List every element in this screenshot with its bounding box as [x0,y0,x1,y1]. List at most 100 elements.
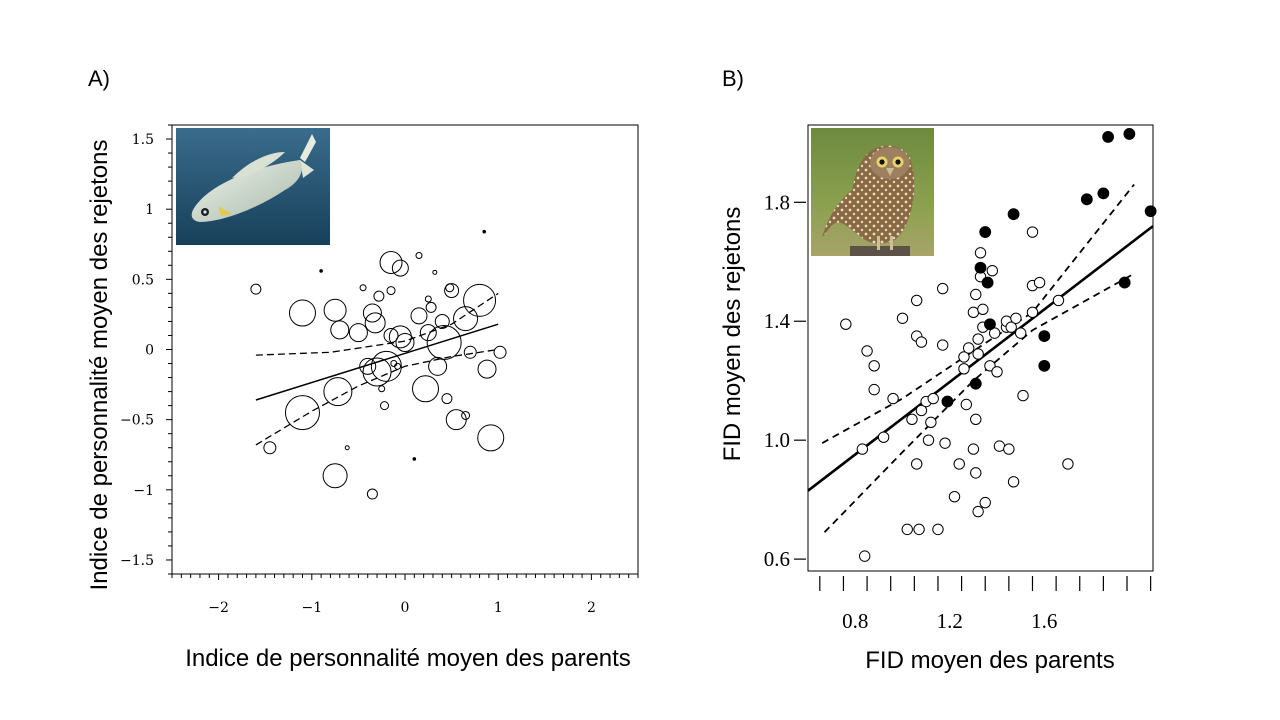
open-data-point [901,523,913,536]
open-data-point [925,416,937,429]
open-data-point [896,312,909,324]
panel-b-points [840,128,1157,562]
open-data-point [967,443,980,455]
open-data-point [1014,327,1027,339]
open-data-point [1052,294,1065,307]
data-point [444,283,460,299]
data-point [424,295,432,303]
data-point [482,229,487,234]
filled-data-point [941,395,954,408]
panel-a-points [250,229,507,500]
y-tick-label: 1.0 [764,428,790,452]
data-point [362,357,392,387]
panel-a-fit-lines [255,292,499,446]
y-tick-label: 1.4 [764,309,791,333]
data-point [379,401,389,411]
data-point [391,259,409,277]
open-data-point [913,523,925,536]
open-data-point [868,360,880,372]
open-data-point [967,306,980,319]
y-tick-label: −1 [133,483,154,499]
panel-a-axes: −2 −1 0 1 2 1.5 1 0.5 0 −0.5 −1 −1.5 [120,124,639,616]
data-point [477,359,497,379]
y-tick-label: 0.5 [132,272,154,288]
data-point [348,323,368,343]
y-tick-label: 0.6 [764,547,790,571]
panel-b-frame [807,124,1154,572]
open-data-point [932,523,944,536]
data-point [419,324,437,342]
open-data-point [915,336,928,348]
open-data-point [936,282,949,295]
panel-b-y-label: FID moyen des rejetons [719,207,746,462]
filled-data-point [1007,208,1020,221]
panel-b-label: B) [722,66,744,91]
ci-upper-line [255,292,499,356]
filled-data-point [1080,193,1093,206]
filled-data-point [974,261,987,274]
data-point [373,290,385,302]
open-data-point [1062,458,1074,470]
x-tick-label: 1 [494,600,503,616]
panel-b: B) FID moyen des parents FID moyen des r… [719,66,1157,674]
open-data-point [986,264,999,277]
data-point [412,457,417,461]
data-point [463,345,477,359]
panel-a-x-label: Indice de personnalité moyen des parents [185,645,631,672]
data-point [434,313,450,329]
filled-data-point [1038,330,1051,343]
x-tick-label: −2 [208,600,229,616]
open-data-point [1005,321,1017,333]
open-data-point [861,345,873,357]
ci-upper-line [821,183,1135,444]
x-tick-label: 0.8 [842,609,868,633]
data-point [410,307,428,325]
open-data-point [958,351,970,363]
data-point [250,283,262,295]
open-data-point [979,496,991,509]
open-data-point [970,467,982,479]
y-tick-label: 0 [145,343,154,359]
data-point [323,298,347,322]
panel-a: A) Indice de personnalité moyen des pare… [86,66,639,672]
filled-data-point [1102,130,1115,143]
panel-a-label: A) [88,66,110,91]
regression-line [255,323,499,401]
open-data-point [840,318,852,330]
filled-data-point [981,276,994,289]
filled-data-point [1144,205,1157,218]
filled-data-point [1038,359,1051,372]
filled-data-point [1123,128,1136,140]
data-point [388,325,412,349]
data-point [461,410,471,420]
open-data-point [953,458,965,470]
data-point [441,393,453,405]
open-data-point [960,398,973,411]
x-tick-label: 0 [401,600,410,616]
data-point [463,283,497,317]
open-data-point [972,348,984,360]
y-tick-label: 1.8 [764,190,790,214]
open-data-point [1026,226,1039,238]
data-point [477,424,505,452]
open-data-point [991,366,1003,378]
ci-lower-line [823,272,1135,533]
open-data-point [915,404,928,417]
open-data-point [1026,306,1039,319]
data-point [445,283,455,293]
filled-data-point [1097,187,1110,200]
open-data-point [922,434,935,446]
open-data-point [972,333,984,345]
open-data-point [877,431,890,443]
open-data-point [1007,476,1020,488]
open-data-point [936,339,949,351]
open-data-point [910,458,923,470]
open-data-point [906,413,918,426]
data-point [330,320,350,340]
y-tick-label: −0.5 [120,413,154,429]
open-data-point [887,392,899,405]
photo-owl [811,128,934,256]
data-point [284,395,320,431]
open-data-point [993,440,1006,452]
y-tick-label: 1.5 [132,132,154,148]
